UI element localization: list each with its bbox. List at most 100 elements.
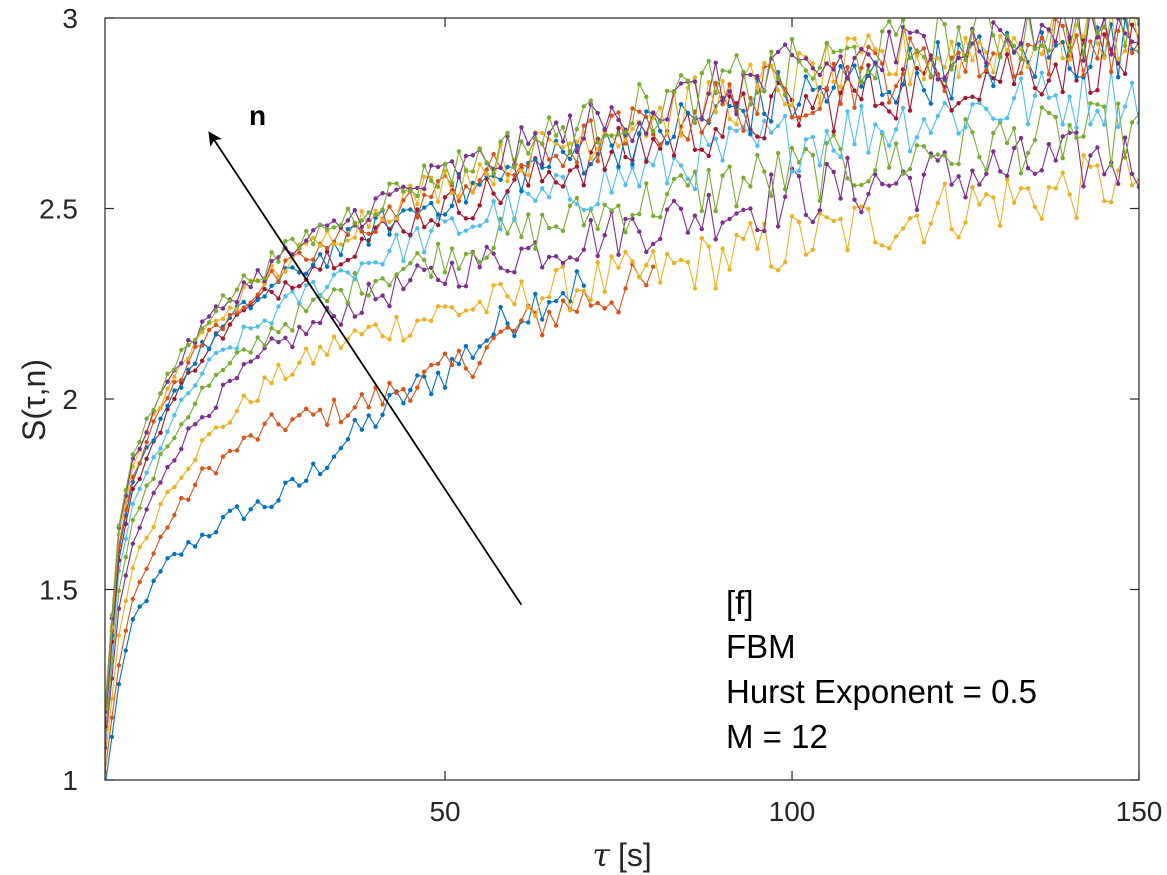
- data-point: [151, 524, 156, 530]
- data-point: [880, 101, 885, 106]
- data-point: [824, 215, 829, 220]
- data-point: [755, 111, 760, 117]
- data-point: [311, 297, 316, 302]
- data-point: [914, 143, 920, 148]
- data-point: [831, 79, 836, 84]
- data-point: [928, 101, 933, 106]
- data-point: [720, 158, 725, 163]
- data-point: [1116, 28, 1121, 34]
- data-point: [1039, 51, 1045, 57]
- data-point: [130, 452, 135, 457]
- data-point: [914, 213, 920, 218]
- data-point: [560, 184, 566, 189]
- data-point: [567, 150, 573, 155]
- data-point: [373, 297, 378, 302]
- data-point: [1081, 153, 1086, 158]
- data-point: [123, 554, 128, 560]
- data-point: [942, 153, 947, 158]
- data-point: [484, 171, 489, 177]
- data-point: [144, 566, 149, 571]
- data-point: [949, 96, 954, 101]
- data-point: [519, 246, 524, 251]
- data-point: [1046, 142, 1052, 147]
- data-point: [512, 217, 517, 223]
- data-point: [1004, 140, 1010, 146]
- data-point: [623, 141, 628, 146]
- data-point: [859, 182, 864, 188]
- data-point: [540, 212, 545, 217]
- data-point: [241, 273, 246, 278]
- data-point: [970, 102, 975, 107]
- data-point: [651, 213, 656, 219]
- data-point: [359, 291, 364, 296]
- data-point: [470, 169, 475, 174]
- data-point: [1025, 166, 1031, 171]
- data-point: [671, 153, 677, 158]
- data-point: [415, 193, 420, 199]
- data-point: [442, 168, 448, 174]
- data-point: [213, 471, 219, 476]
- data-point: [227, 420, 233, 425]
- data-point: [498, 200, 503, 206]
- data-point: [220, 514, 226, 520]
- data-point: [810, 134, 815, 140]
- data-point: [401, 198, 406, 203]
- series-7: [105, 22, 1139, 729]
- data-point: [1018, 171, 1024, 176]
- data-point: [991, 116, 996, 121]
- data-point: [637, 130, 642, 136]
- data-point: [1129, 120, 1135, 125]
- data-point: [1053, 62, 1058, 67]
- data-point: [311, 461, 316, 466]
- data-point: [755, 143, 760, 148]
- data-point: [324, 227, 330, 232]
- data-point: [706, 153, 711, 159]
- data-point: [526, 320, 531, 325]
- data-point: [123, 536, 128, 542]
- data-point: [817, 85, 822, 90]
- data-point: [435, 370, 441, 375]
- data-point: [415, 318, 420, 323]
- data-point: [387, 283, 392, 288]
- data-point: [123, 648, 128, 653]
- data-point: [442, 212, 448, 217]
- data-point: [852, 142, 857, 147]
- data-point: [977, 4, 981, 8]
- data-point: [893, 181, 899, 186]
- data-point: [998, 223, 1003, 228]
- data-point: [290, 476, 295, 482]
- data-point: [477, 299, 482, 305]
- data-point: [304, 238, 309, 243]
- data-point: [824, 141, 829, 146]
- data-point: [130, 565, 135, 571]
- data-point: [220, 336, 226, 341]
- data-point: [546, 309, 552, 315]
- data-point: [206, 320, 212, 325]
- data-point: [477, 265, 482, 270]
- data-point: [449, 190, 455, 196]
- data-point: [1032, 171, 1038, 176]
- data-point: [796, 168, 802, 174]
- data-point: [227, 378, 233, 384]
- data-point: [567, 141, 573, 146]
- data-point: [269, 412, 274, 417]
- data-point: [1053, 186, 1058, 191]
- data-point: [817, 163, 822, 168]
- data-point: [1018, 57, 1024, 62]
- data-point: [887, 89, 892, 95]
- data-point: [345, 238, 351, 243]
- data-point: [658, 146, 663, 151]
- data-point: [880, 92, 885, 98]
- data-point: [186, 497, 191, 502]
- data-point: [387, 380, 392, 386]
- data-point: [283, 280, 288, 285]
- data-point: [276, 259, 281, 264]
- data-point: [602, 306, 607, 311]
- data-point: [991, 149, 996, 154]
- data-point: [755, 227, 760, 233]
- data-point: [678, 102, 684, 107]
- data-point: [803, 146, 809, 152]
- data-point: [241, 435, 246, 440]
- data-point: [616, 144, 621, 149]
- data-point: [151, 476, 156, 481]
